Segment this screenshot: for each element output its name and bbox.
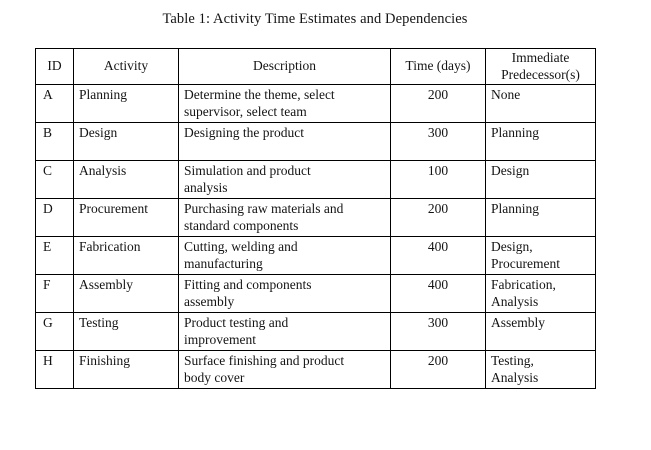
cell-id: D	[35, 198, 74, 237]
cell-id: E	[35, 236, 74, 275]
table-row: B Design Designing the product 300 Planning	[35, 122, 596, 161]
table-caption: Table 1: Activity Time Estimates and Dep…	[162, 11, 468, 27]
cell-predecessors: Assembly	[485, 312, 596, 351]
table-row: F Assembly Fitting and components assembly…	[35, 274, 596, 313]
column-header-predecessors: Immediate Predecessor(s)	[485, 48, 596, 85]
cell-predecessors: Design	[485, 160, 596, 199]
column-header-activity: Activity	[73, 48, 179, 85]
table-row: C Analysis Simulation and product analysis…	[35, 160, 596, 199]
column-header-time: Time (days)	[390, 48, 486, 85]
table-header-row: ID Activity Description Time (days) Immediat…	[35, 48, 596, 85]
cell-description: Designing the product	[178, 122, 391, 161]
cell-id: B	[35, 122, 74, 161]
cell-time: 400	[390, 236, 486, 275]
cell-predecessors: Testing, Analysis	[485, 350, 596, 389]
cell-activity: Analysis	[73, 160, 179, 199]
cell-predecessors: Fabrication, Analysis	[485, 274, 596, 313]
cell-description: Simulation and product analysis	[178, 160, 391, 199]
cell-description: Cutting, welding and manufacturing	[178, 236, 391, 275]
cell-description: Surface finishing and product body cover	[178, 350, 391, 389]
cell-time: 200	[390, 198, 486, 237]
cell-description: Determine the theme, select supervisor, …	[178, 84, 391, 123]
cell-time: 200	[390, 350, 486, 389]
activity-dependency-table: ID Activity Description Time (days) Immediat…	[35, 48, 596, 389]
cell-id: G	[35, 312, 74, 351]
cell-time: 100	[390, 160, 486, 199]
cell-predecessors: Planning	[485, 122, 596, 161]
cell-time: 400	[390, 274, 486, 313]
cell-activity: Procurement	[73, 198, 179, 237]
cell-id: F	[35, 274, 74, 313]
cell-description: Purchasing raw materials and standard co…	[178, 198, 391, 237]
cell-activity: Planning	[73, 84, 179, 123]
table-row: E Fabrication Cutting, welding and manufac…	[35, 236, 596, 275]
cell-activity: Fabrication	[73, 236, 179, 275]
cell-time: 200	[390, 84, 486, 123]
cell-description: Product testing and improvement	[178, 312, 391, 351]
cell-time: 300	[390, 312, 486, 351]
cell-activity: Testing	[73, 312, 179, 351]
cell-predecessors: None	[485, 84, 596, 123]
cell-activity: Assembly	[73, 274, 179, 313]
column-header-description: Description	[178, 48, 391, 85]
column-header-id: ID	[35, 48, 74, 85]
table-row: A Planning Determine the theme, select sup…	[35, 84, 596, 123]
cell-activity: Design	[73, 122, 179, 161]
table-row: G Testing Product testing and improvement 3…	[35, 312, 596, 351]
cell-id: H	[35, 350, 74, 389]
cell-predecessors: Planning	[485, 198, 596, 237]
cell-id: C	[35, 160, 74, 199]
table-row: D Procurement Purchasing raw materials and…	[35, 198, 596, 237]
cell-time: 300	[390, 122, 486, 161]
cell-activity: Finishing	[73, 350, 179, 389]
cell-description: Fitting and components assembly	[178, 274, 391, 313]
table-row: H Finishing Surface finishing and product …	[35, 350, 596, 389]
cell-id: A	[35, 84, 74, 123]
cell-predecessors: Design, Procurement	[485, 236, 596, 275]
